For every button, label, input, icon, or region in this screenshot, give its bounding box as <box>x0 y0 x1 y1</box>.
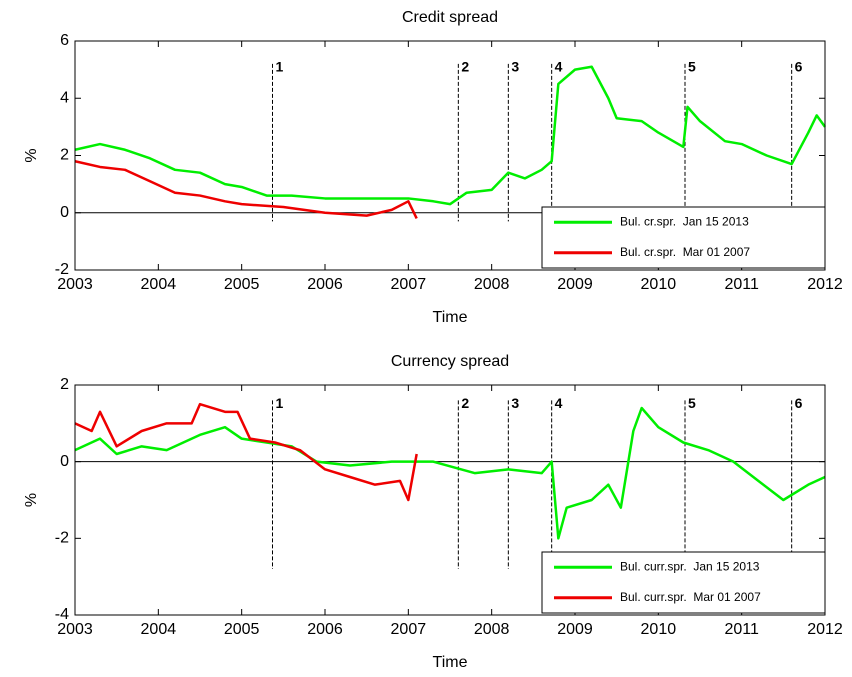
legend-label: Bul. cr.spr. Mar 01 2007 <box>620 245 750 259</box>
x-tick-label: 2007 <box>391 276 427 293</box>
event-label: 6 <box>795 59 803 75</box>
legend-label: Bul. cr.spr. Jan 15 2013 <box>620 214 749 228</box>
event-label: 3 <box>511 395 519 411</box>
plot-frame <box>74 384 826 616</box>
event-label: 2 <box>461 395 469 411</box>
series-line <box>74 406 826 540</box>
y-tick-label: 2 <box>60 376 69 393</box>
x-tick-label: 2006 <box>307 621 343 638</box>
y-tick-label: 6 <box>60 32 69 49</box>
y-tick-label: 0 <box>60 453 69 470</box>
y-tick-label: 0 <box>60 204 69 221</box>
x-tick-label: 2011 <box>724 621 759 638</box>
x-tick-label: 2007 <box>391 621 427 638</box>
x-tick-label: 2006 <box>307 276 343 293</box>
plot-frame <box>74 40 826 271</box>
x-tick-label: 2010 <box>641 276 677 293</box>
legend-box <box>541 551 826 614</box>
y-tick-label: 2 <box>60 147 69 164</box>
event-label: 3 <box>511 59 519 75</box>
chart-title: Credit spread <box>402 9 498 26</box>
x-tick-label: 2010 <box>641 621 677 638</box>
y-tick-label: -2 <box>55 261 69 278</box>
event-label: 1 <box>276 59 284 75</box>
legend-label: Bul. curr.spr. Jan 15 2013 <box>620 559 760 573</box>
x-tick-label: 2011 <box>724 276 759 293</box>
event-label: 5 <box>688 59 696 75</box>
x-tick-label: 2005 <box>224 621 260 638</box>
chart-title: Currency spread <box>391 353 509 370</box>
series-line <box>74 65 827 206</box>
event-label: 6 <box>795 395 803 411</box>
x-tick-label: 2012 <box>807 276 843 293</box>
y-tick-label: -4 <box>55 606 69 623</box>
x-tick-label: 2009 <box>557 276 593 293</box>
x-tick-label: 2008 <box>474 276 510 293</box>
x-tick-label: 2005 <box>224 276 260 293</box>
y-tick-label: 4 <box>60 89 69 106</box>
x-tick-label: 2008 <box>474 621 510 638</box>
event-label: 1 <box>276 395 284 411</box>
y-axis-label: % <box>23 493 40 507</box>
x-axis-label: Time <box>433 654 468 671</box>
x-tick-label: 2004 <box>141 276 177 293</box>
y-axis-label: % <box>23 148 40 162</box>
legend-box <box>541 206 826 269</box>
x-tick-label: 2003 <box>57 621 93 638</box>
x-axis-label: Time <box>433 309 468 326</box>
event-label: 4 <box>555 59 563 75</box>
event-label: 2 <box>461 59 469 75</box>
legend-label: Bul. curr.spr. Mar 01 2007 <box>620 590 761 604</box>
x-tick-label: 2009 <box>557 621 593 638</box>
x-tick-label: 2012 <box>807 621 843 638</box>
y-tick-label: -2 <box>55 530 69 547</box>
series-line <box>74 402 418 502</box>
event-label: 4 <box>555 395 563 411</box>
x-tick-label: 2003 <box>57 276 93 293</box>
x-tick-label: 2004 <box>141 621 177 638</box>
series-line <box>74 160 418 220</box>
event-label: 5 <box>688 395 696 411</box>
